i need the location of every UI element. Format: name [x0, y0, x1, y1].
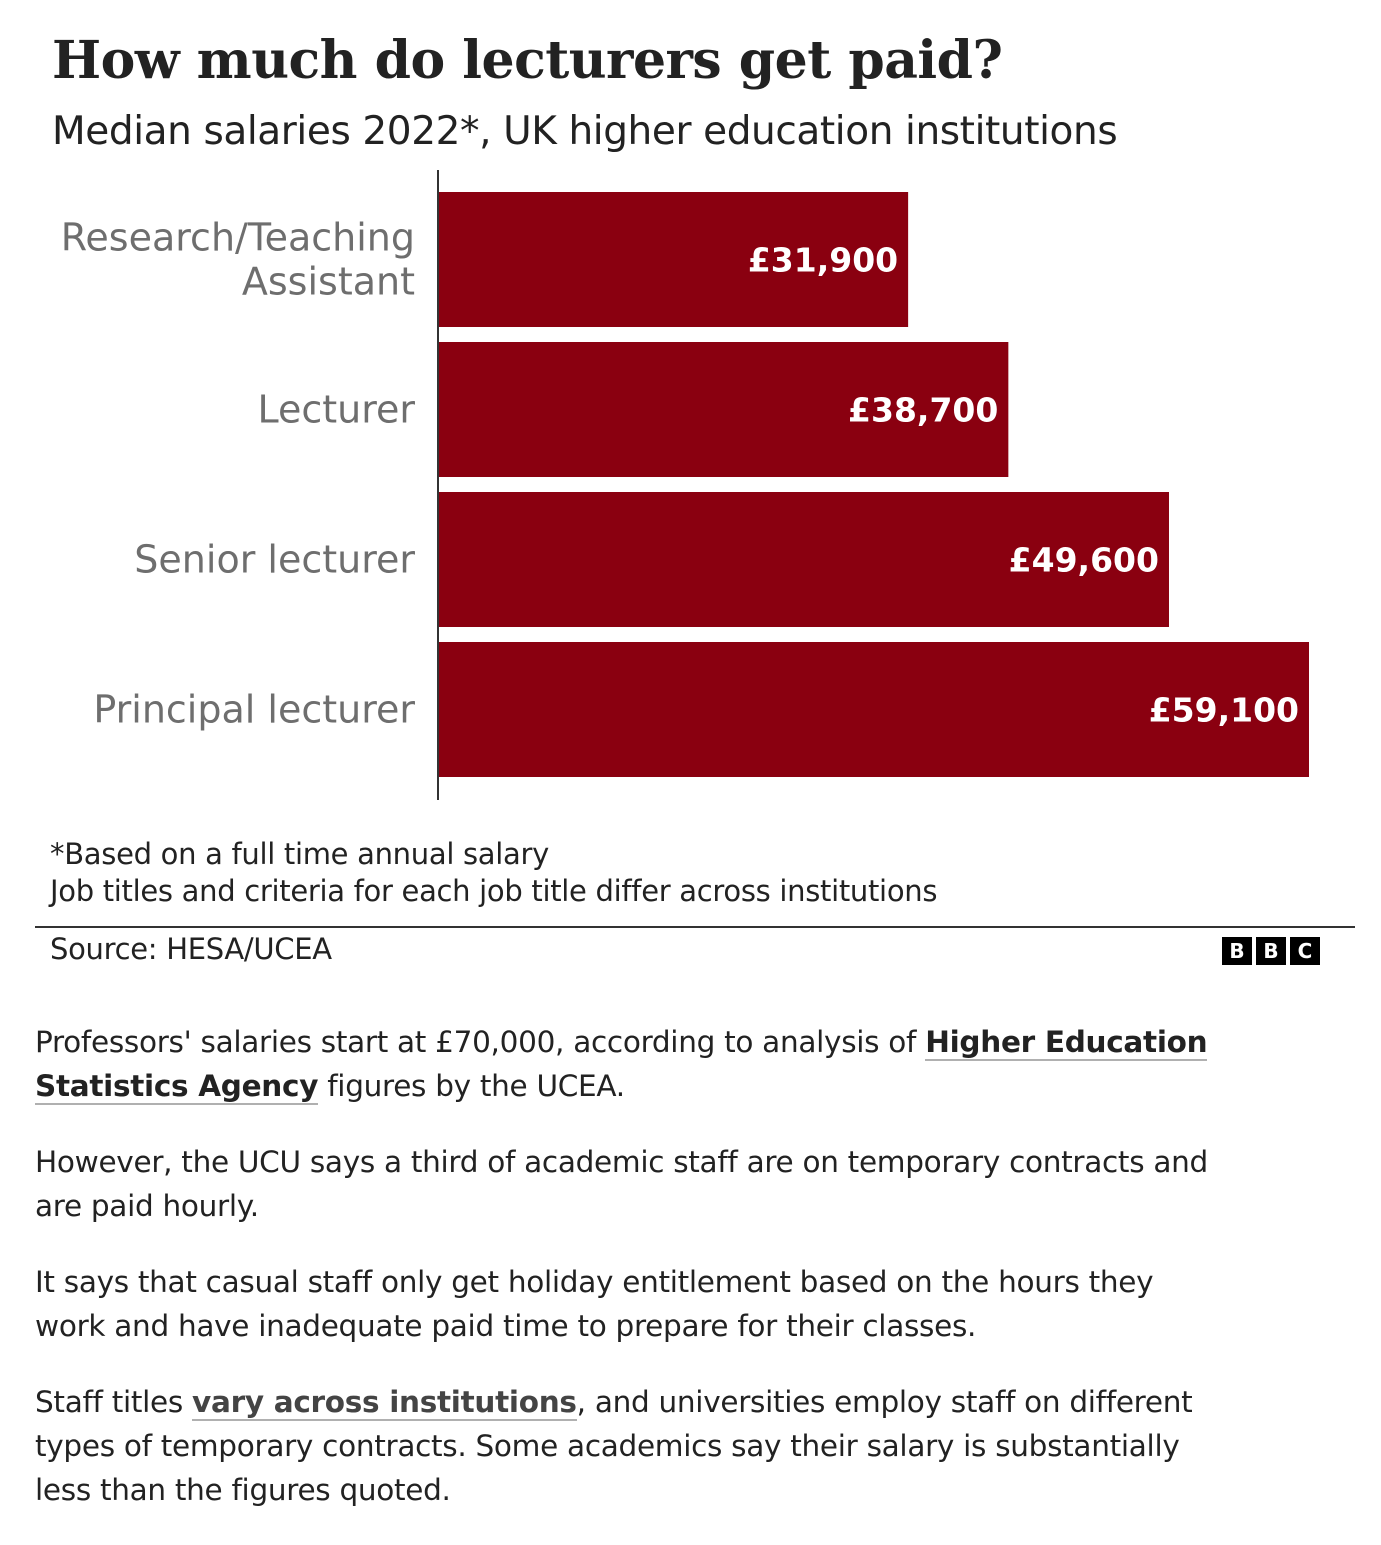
bbc-logo-letter: B	[1256, 937, 1286, 965]
article-body: Professors' salaries start at £70,000, a…	[35, 1020, 1215, 1544]
category-label: Research/Teaching Assistant	[61, 216, 415, 304]
bbc-logo: B B C	[1222, 937, 1320, 965]
chart-subtitle: Median salaries 2022*, UK higher educati…	[52, 109, 1118, 154]
bar-value-label: £59,100	[1149, 691, 1299, 730]
bar-chart: £31,900 Research/Teaching Assistant £38,700…	[61, 170, 1309, 800]
hesa-link[interactable]: Higher Education Statistics Agency	[35, 1025, 1208, 1105]
article-paragraph: Staff titles vary across institutions, a…	[35, 1380, 1215, 1512]
category-label: Senior lecturer	[134, 538, 415, 582]
category-label: Principal lecturer	[93, 688, 415, 732]
bar	[439, 492, 1169, 627]
footnote-full-time: *Based on a full time annual salary	[50, 837, 549, 871]
bar	[439, 342, 1009, 477]
footnote-job-titles: Job titles and criteria for each job tit…	[50, 874, 938, 908]
bar	[439, 642, 1309, 777]
article-text: , and universities employ staff on diffe…	[35, 1385, 1193, 1507]
bar-value-label: £38,700	[848, 391, 998, 430]
category-label: Lecturer	[257, 388, 415, 432]
article-text: Professors' salaries start at £70,000, a…	[35, 1025, 926, 1059]
article-paragraph: However, the UCU says a third of academi…	[35, 1145, 1208, 1223]
article-text: Staff titles	[35, 1385, 193, 1419]
bar	[439, 192, 909, 327]
article-paragraph: It says that casual staff only get holid…	[35, 1265, 1154, 1343]
source-label: Source: HESA/UCEA	[50, 932, 332, 966]
vary-across-institutions-link[interactable]: vary across institutions	[192, 1385, 577, 1421]
article-paragraph: Professors' salaries start at £70,000, a…	[35, 1020, 1215, 1108]
chart-footnotes: *Based on a full time annual salary Job …	[50, 836, 937, 910]
bar-value-label: £31,900	[748, 241, 898, 280]
bbc-logo-letter: C	[1290, 937, 1320, 965]
source-divider	[35, 926, 1355, 928]
bar-value-label: £49,600	[1009, 541, 1159, 580]
bbc-logo-letter: B	[1222, 937, 1252, 965]
article-text: figures by the UCEA.	[318, 1069, 625, 1103]
chart-title: How much do lecturers get paid?	[52, 30, 1003, 91]
